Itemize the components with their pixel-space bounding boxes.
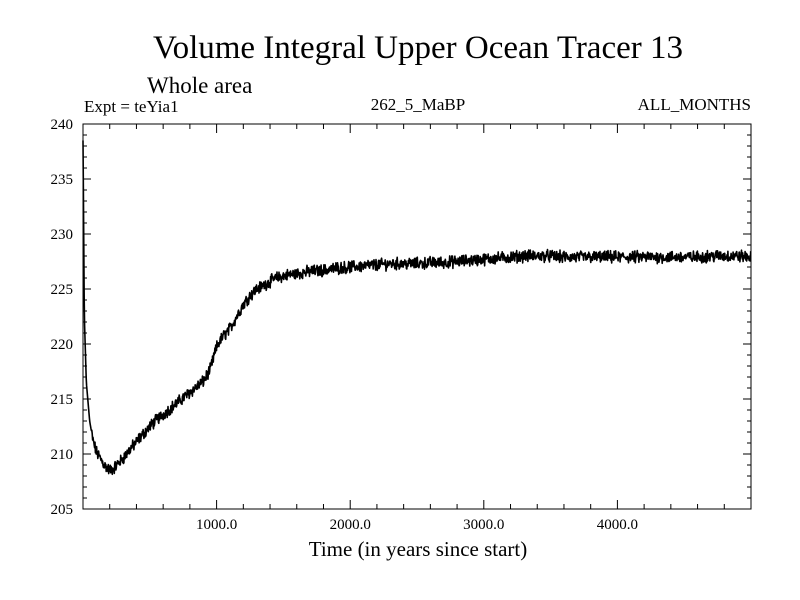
y-tick-label: 210 — [51, 447, 74, 463]
axis-tick-labels: 205 210 215 220 225 230 235 240 1000.0 2000.0 3000… — [51, 117, 639, 533]
run-label: 262_5_MaBP — [371, 95, 465, 114]
experiment-label: Expt = teYia1 — [84, 97, 179, 116]
y-tick-label: 230 — [51, 227, 74, 243]
x-tick-label: 4000.0 — [597, 517, 638, 533]
axis-ticks — [83, 123, 751, 510]
y-tick-label: 220 — [51, 337, 74, 353]
chart-title: Volume Integral Upper Ocean Tracer 13 — [153, 30, 683, 66]
plot-area-frame — [82, 123, 752, 510]
y-tick-label: 205 — [51, 502, 74, 518]
months-label: ALL_MONTHS — [638, 95, 751, 114]
y-tick-label: 225 — [51, 282, 74, 298]
y-tick-label: 215 — [51, 392, 74, 408]
y-tick-label: 235 — [51, 172, 74, 188]
y-tick-label: 240 — [51, 117, 74, 133]
x-axis-label: Time (in years since start) — [309, 537, 528, 561]
chart-subtitle: Whole area — [147, 73, 252, 98]
series-layer — [82, 140, 752, 476]
series-line — [82, 140, 752, 476]
x-tick-label: 1000.0 — [196, 517, 237, 533]
x-tick-label: 3000.0 — [463, 517, 504, 533]
x-tick-label: 2000.0 — [330, 517, 371, 533]
